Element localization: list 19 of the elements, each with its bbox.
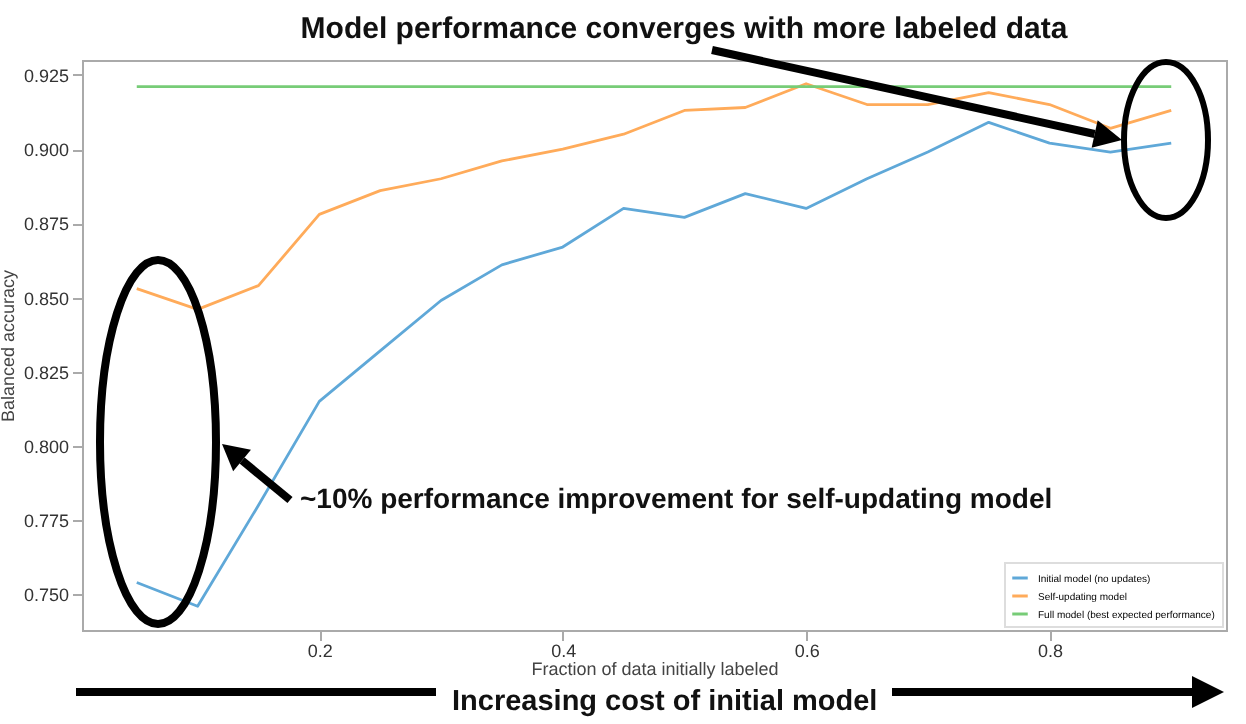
- y-axis-title: Balanced accuracy: [0, 268, 18, 423]
- text: Increasing cost of initial model: [452, 686, 878, 718]
- line-series: [135, 82, 1173, 311]
- annotation: ~10% performance improvement for self-updating model: [300, 482, 1053, 514]
- x-axis-title: Fraction of data initially labeled: [531, 659, 779, 679]
- x-tick-label: 0.6: [794, 641, 820, 661]
- x-tick-label: 0.8: [1038, 641, 1064, 661]
- y-tick-label: 0.925: [23, 65, 69, 86]
- y-tick-label: 0.775: [23, 511, 69, 532]
- y-tick-label: 0.750: [23, 585, 69, 606]
- y-tick-label: 0.850: [23, 288, 69, 309]
- x-tick-label: 0.2: [307, 641, 333, 661]
- chart-title: Model performance converges with more labeled data: [300, 12, 1069, 46]
- y-tick-label: 0.800: [23, 436, 69, 457]
- y-tick-label: 0.875: [23, 214, 69, 235]
- y-tick-label: 0.825: [23, 362, 69, 383]
- x-tick-label: 0.4: [551, 641, 577, 661]
- line-series: [135, 120, 1173, 608]
- y-tick-label: 0.900: [23, 140, 69, 161]
